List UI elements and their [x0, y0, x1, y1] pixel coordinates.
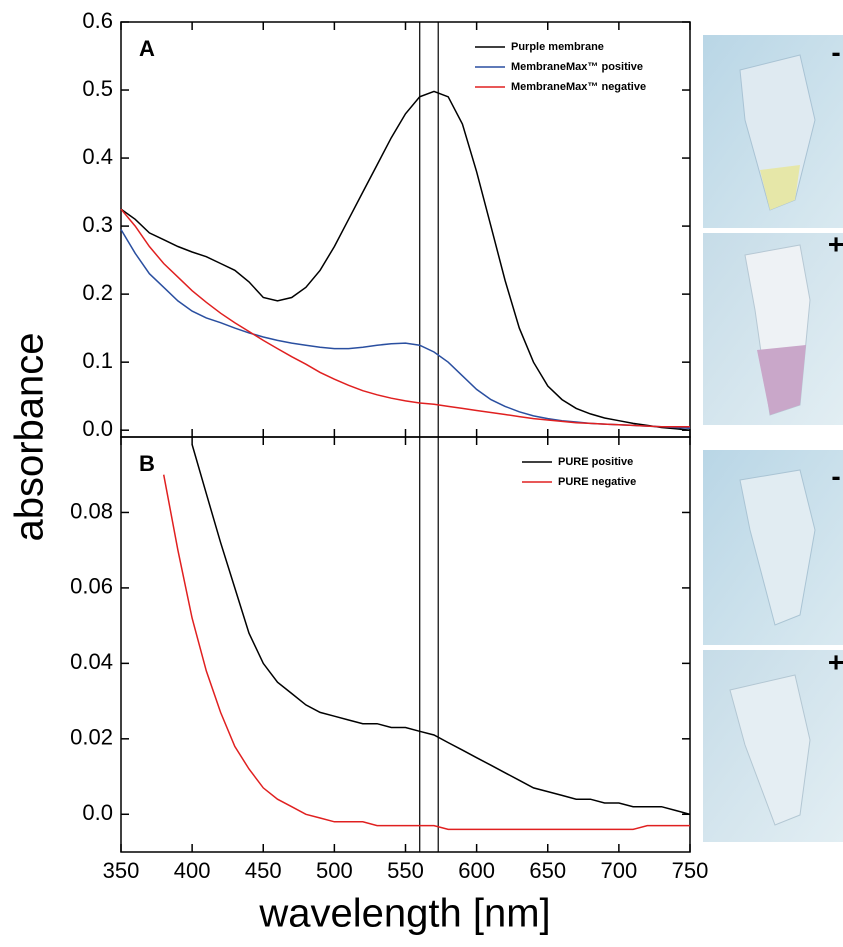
tube-liquid	[757, 345, 806, 415]
y-tick-label: 0.2	[82, 280, 113, 305]
data-line	[162, 474, 690, 831]
y-tick-label: 0.04	[70, 649, 113, 674]
y-tick-label: 0.4	[82, 144, 113, 169]
photo-label: -	[831, 460, 840, 491]
x-tick-label: 500	[316, 858, 353, 883]
y-tick-label: 0.6	[82, 8, 113, 33]
x-tick-label: 600	[458, 858, 495, 883]
x-axis-label: wavelength [nm]	[258, 892, 550, 936]
legend-label: PURE negative	[558, 476, 636, 488]
x-tick-label: 450	[245, 858, 282, 883]
x-tick-label: 650	[529, 858, 566, 883]
panel-label: B	[139, 451, 155, 476]
y-tick-label: 0.0	[82, 416, 113, 441]
x-tick-label: 550	[387, 858, 424, 883]
y-tick-label: 0.3	[82, 212, 113, 237]
legend-label: MembraneMax™ positive	[511, 61, 643, 73]
legend-label: Purple membrane	[511, 41, 604, 53]
tube-liquid	[760, 165, 800, 210]
data-line	[120, 208, 690, 428]
y-tick-label: 0.1	[82, 348, 113, 373]
x-tick-label: 750	[672, 858, 709, 883]
y-tick-label: 0.06	[70, 574, 113, 599]
photo-label: +	[828, 646, 843, 677]
tube	[729, 674, 811, 826]
photo-label: -	[831, 36, 840, 67]
y-tick-label: 0.02	[70, 725, 113, 750]
data-line	[120, 90, 691, 431]
tube	[739, 469, 816, 626]
x-tick-label: 400	[174, 858, 211, 883]
x-tick-label: 350	[103, 858, 140, 883]
y-tick-label: 0.0	[82, 800, 113, 825]
legend-label: PURE positive	[558, 456, 633, 468]
photo-label: +	[828, 228, 843, 259]
y-tick-label: 0.5	[82, 76, 113, 101]
legend-label: MembraneMax™ negative	[511, 81, 646, 93]
panel-label: A	[139, 36, 155, 61]
y-axis-label: absorbance	[8, 332, 52, 541]
y-tick-label: 0.08	[70, 498, 113, 523]
photo-panel: - + - +	[703, 35, 843, 842]
plot-frame	[120, 436, 691, 853]
data-line	[120, 229, 691, 429]
x-tick-label: 700	[601, 858, 638, 883]
data-line	[191, 444, 691, 816]
